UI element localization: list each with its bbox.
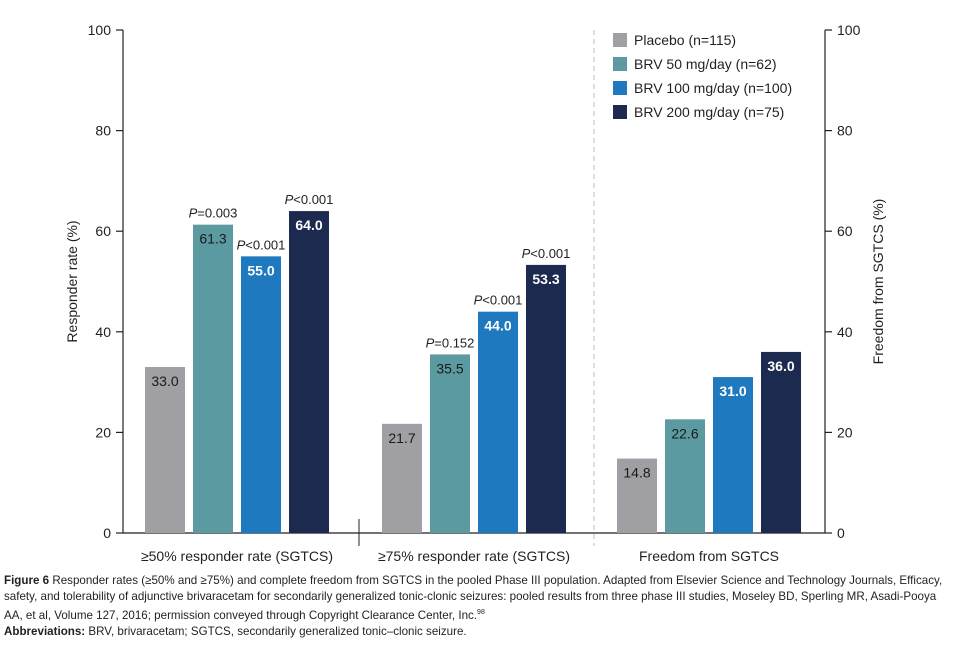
data-label-s3-c0: 64.0 bbox=[295, 217, 322, 233]
data-label-s1-c0: 61.3 bbox=[199, 231, 226, 247]
data-label-s0-c0: 33.0 bbox=[151, 373, 178, 389]
data-label-s0-c2: 14.8 bbox=[623, 465, 650, 481]
legend-label-3: BRV 200 mg/day (n=75) bbox=[634, 104, 784, 120]
figure-label: Figure 6 bbox=[4, 574, 50, 587]
p-value-s1-c1: P=0.152 bbox=[426, 335, 475, 350]
y-tick-label-right-3: 60 bbox=[837, 223, 853, 239]
data-label-s2-c2: 31.0 bbox=[719, 383, 746, 399]
y-tick-label-right-2: 40 bbox=[837, 324, 853, 340]
data-label-s2-c1: 44.0 bbox=[484, 318, 511, 334]
y-tick-label-left-2: 40 bbox=[95, 324, 111, 340]
bar-s1-c0 bbox=[193, 224, 233, 533]
abbreviations-label: Abbreviations: bbox=[4, 624, 86, 638]
data-label-s3-c2: 36.0 bbox=[767, 358, 794, 374]
caption-text: Responder rates (≥50% and ≥75%) and comp… bbox=[4, 574, 943, 622]
abbreviations-text: BRV, brivaracetam; SGTCS, secondarily ge… bbox=[85, 624, 467, 638]
y-tick-label-left-0: 0 bbox=[103, 525, 111, 541]
legend-label-0: Placebo (n=115) bbox=[634, 32, 736, 48]
legend-swatch-1 bbox=[613, 57, 627, 71]
bar-s0-c2 bbox=[617, 458, 657, 533]
legend-swatch-2 bbox=[613, 81, 627, 95]
category-label-2: Freedom from SGTCS bbox=[639, 548, 779, 564]
y-tick-label-right-5: 100 bbox=[837, 22, 861, 38]
bar-s3-c0 bbox=[289, 211, 329, 533]
y-tick-label-right-4: 80 bbox=[837, 123, 853, 139]
y2-axis-title: Freedom from SGTCS (%) bbox=[870, 199, 886, 365]
y-tick-label-left-1: 20 bbox=[95, 424, 111, 440]
category-label-1: ≥75% responder rate (SGTCS) bbox=[378, 548, 570, 564]
bar-s0-c0 bbox=[145, 367, 185, 533]
y-tick-label-right-1: 20 bbox=[837, 424, 853, 440]
bar-s1-c1 bbox=[430, 354, 470, 533]
legend-label-2: BRV 100 mg/day (n=100) bbox=[634, 80, 792, 96]
bar-s2-c1 bbox=[478, 311, 518, 533]
bar-s1-c2 bbox=[665, 419, 705, 533]
legend-label-1: BRV 50 mg/day (n=62) bbox=[634, 56, 777, 72]
legend-swatch-3 bbox=[613, 105, 627, 119]
legend-swatch-0 bbox=[613, 33, 627, 47]
chart: 0 0 20 20 40 40 60 60 80 80 100 100 Responder rate (… bbox=[64, 22, 886, 564]
bar-s2-c0 bbox=[241, 256, 281, 533]
bar-s3-c1 bbox=[526, 264, 566, 533]
figure-caption: Figure 6 Responder rates (≥50% and ≥75%)… bbox=[4, 573, 952, 640]
bar-s0-c1 bbox=[382, 423, 422, 533]
data-label-s3-c1: 53.3 bbox=[532, 271, 559, 287]
data-label-s1-c1: 35.5 bbox=[436, 360, 463, 376]
data-label-s2-c0: 55.0 bbox=[247, 262, 274, 278]
y-tick-label-left-5: 100 bbox=[88, 22, 112, 38]
p-value-s2-c1: P<0.001 bbox=[474, 293, 523, 308]
data-label-s0-c1: 21.7 bbox=[388, 430, 415, 446]
category-label-0: ≥50% responder rate (SGTCS) bbox=[141, 548, 333, 564]
p-value-s3-c1: P<0.001 bbox=[522, 246, 571, 261]
bar-s2-c2 bbox=[713, 377, 753, 533]
data-label-s1-c2: 22.6 bbox=[671, 425, 698, 441]
y-axis-title: Responder rate (%) bbox=[64, 220, 80, 342]
p-value-s2-c0: P<0.001 bbox=[237, 237, 286, 252]
caption-ref: 98 bbox=[477, 609, 485, 616]
y-tick-label-left-4: 80 bbox=[95, 123, 111, 139]
bar-s3-c2 bbox=[761, 351, 801, 533]
p-value-s3-c0: P<0.001 bbox=[285, 192, 334, 207]
p-value-s1-c0: P=0.003 bbox=[189, 206, 238, 221]
y-tick-label-left-3: 60 bbox=[95, 223, 111, 239]
y-tick-label-right-0: 0 bbox=[837, 525, 845, 541]
